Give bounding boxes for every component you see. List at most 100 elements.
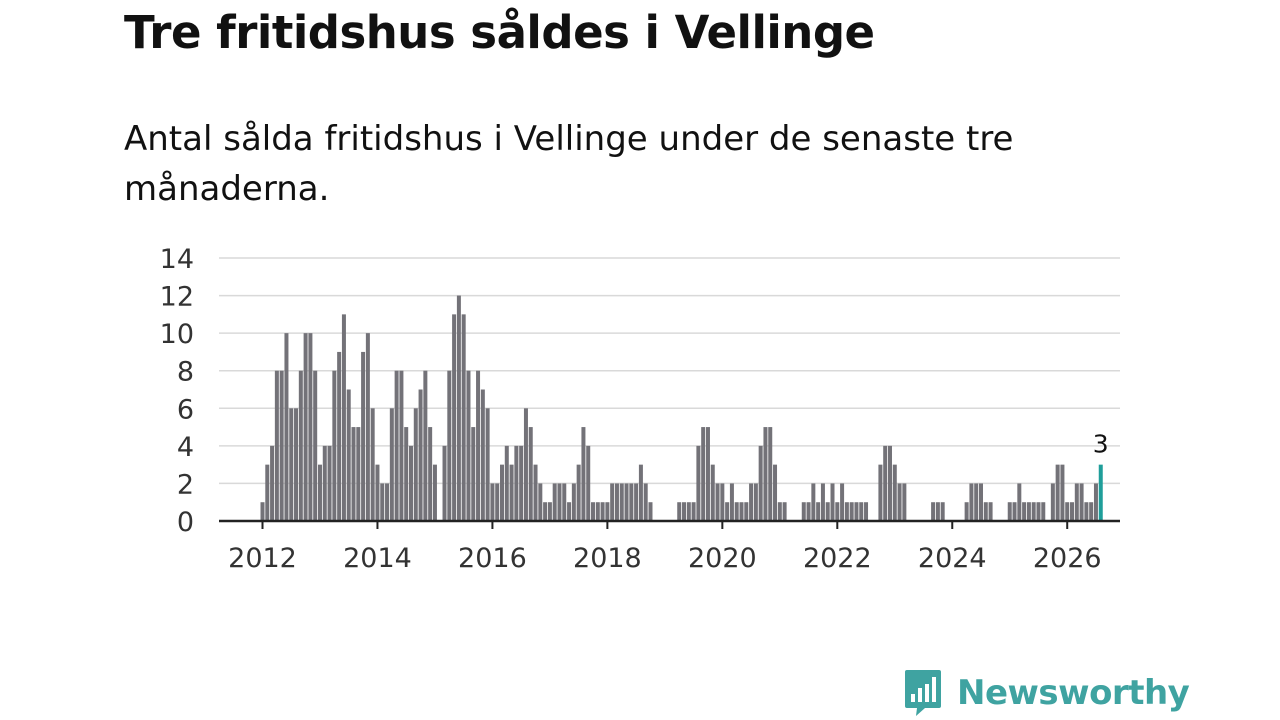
bar xyxy=(408,445,413,521)
y-tick-label: 4 xyxy=(177,432,194,463)
bar xyxy=(356,427,361,521)
newsworthy-logo: Newsworthy xyxy=(903,668,1190,718)
bar xyxy=(557,483,562,521)
bar xyxy=(265,464,270,521)
bar xyxy=(1060,464,1065,521)
bar xyxy=(485,408,490,521)
newsworthy-logo-icon xyxy=(905,670,941,716)
bar xyxy=(768,427,773,521)
bar xyxy=(581,427,586,521)
bar xyxy=(600,502,605,521)
bar xyxy=(648,502,653,521)
bar xyxy=(514,445,519,521)
bar xyxy=(337,351,342,521)
bar xyxy=(552,483,557,521)
bar xyxy=(432,464,437,521)
bar xyxy=(1089,502,1094,521)
bar xyxy=(610,483,615,521)
bar xyxy=(974,483,979,521)
bar xyxy=(1026,502,1031,521)
bar xyxy=(289,408,294,521)
bar xyxy=(504,445,509,521)
bar xyxy=(480,389,485,521)
bar xyxy=(619,483,624,521)
bar xyxy=(317,464,322,521)
bar xyxy=(471,427,476,521)
bar xyxy=(538,483,543,521)
bar xyxy=(351,427,356,521)
bar xyxy=(820,483,825,521)
bar xyxy=(456,295,461,521)
bar xyxy=(284,333,289,521)
bar xyxy=(629,483,634,521)
bar xyxy=(523,408,528,521)
bar xyxy=(294,408,299,521)
x-tick-label: 2024 xyxy=(918,543,987,574)
bar xyxy=(1093,483,1098,521)
bar xyxy=(519,445,524,521)
bar xyxy=(346,389,351,521)
bar xyxy=(308,333,313,521)
bar xyxy=(940,502,945,521)
bar xyxy=(1036,502,1041,521)
bar xyxy=(399,370,404,521)
x-axis: 2012 2014 2016 2018 2020 2022 2024 2026 xyxy=(219,519,1120,574)
x-tick-label: 2022 xyxy=(803,543,872,574)
bar-highlight xyxy=(1098,464,1103,521)
bar xyxy=(466,370,471,521)
bar xyxy=(313,370,318,521)
bar xyxy=(567,502,572,521)
bar xyxy=(452,314,457,521)
chart-title: Tre fritidshus såldes i Vellinge xyxy=(124,6,875,59)
bar xyxy=(1041,502,1046,521)
bar xyxy=(591,502,596,521)
bar xyxy=(758,445,763,521)
bar xyxy=(380,483,385,521)
bar xyxy=(576,464,581,521)
bar xyxy=(883,445,888,521)
bar-chart: 0 2 4 6 8 10 12 14 2012 2014 2016 2018 2020 2022 2024… xyxy=(160,244,1120,574)
bar xyxy=(1007,502,1012,521)
x-tick-label: 2026 xyxy=(1033,543,1102,574)
x-tick-label: 2012 xyxy=(228,543,297,574)
highlight-data-label: 3 xyxy=(1093,430,1109,459)
bar xyxy=(983,502,988,521)
y-tick-label: 14 xyxy=(160,244,194,275)
bar xyxy=(691,502,696,521)
bar xyxy=(744,502,749,521)
bar xyxy=(835,502,840,521)
bar xyxy=(476,370,481,521)
bar xyxy=(801,502,806,521)
bar xyxy=(595,502,600,521)
bar xyxy=(298,370,303,521)
bar xyxy=(327,445,332,521)
bar xyxy=(365,333,370,521)
y-axis: 0 2 4 6 8 10 12 14 xyxy=(160,244,194,538)
bar xyxy=(705,427,710,521)
bar xyxy=(777,502,782,521)
x-tick-label: 2016 xyxy=(458,543,527,574)
bar xyxy=(543,502,548,521)
y-tick-label: 10 xyxy=(160,319,194,350)
bar xyxy=(887,445,892,521)
bar xyxy=(1017,483,1022,521)
bar xyxy=(447,370,452,521)
data-labels: 3 xyxy=(1093,430,1109,459)
bar xyxy=(739,502,744,521)
bar xyxy=(686,502,691,521)
bar xyxy=(902,483,907,521)
bar xyxy=(878,464,883,521)
x-tick-label: 2020 xyxy=(688,543,757,574)
bar xyxy=(303,333,308,521)
y-tick-label: 2 xyxy=(177,469,194,500)
bar xyxy=(418,389,423,521)
bar xyxy=(1084,502,1089,521)
bar xyxy=(725,502,730,521)
bar xyxy=(643,483,648,521)
bar xyxy=(270,445,275,521)
y-tick-label: 6 xyxy=(177,394,194,425)
bar xyxy=(710,464,715,521)
x-tick-label: 2018 xyxy=(573,543,642,574)
bar xyxy=(500,464,504,521)
bar xyxy=(677,502,682,521)
